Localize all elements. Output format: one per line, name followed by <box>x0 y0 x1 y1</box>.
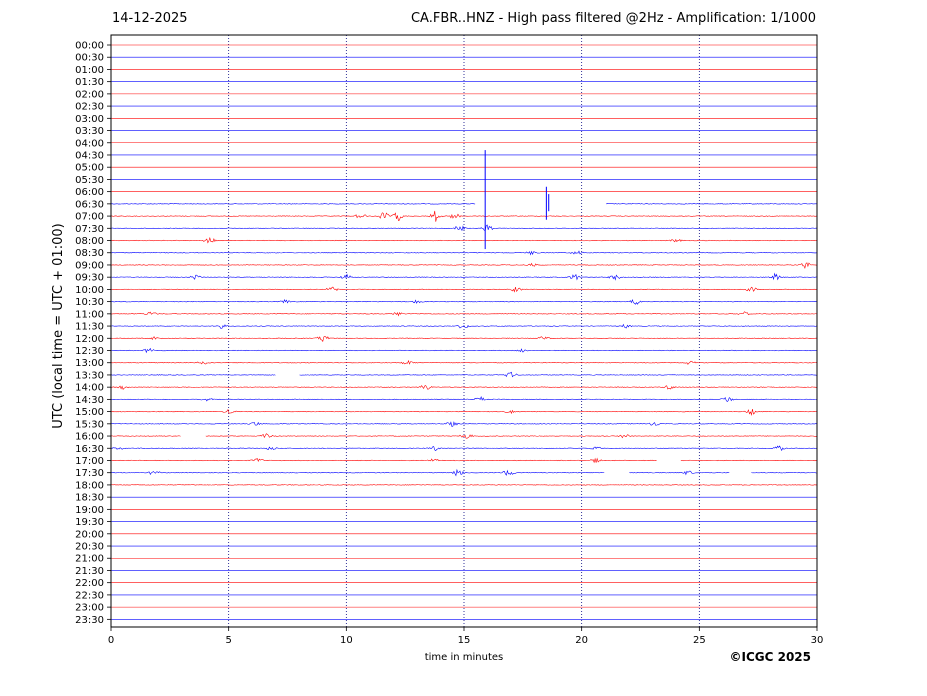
y-tick-label: 02:00 <box>75 89 104 100</box>
trace-row-1030 <box>110 298 818 305</box>
trace-row-1630 <box>110 445 818 452</box>
trace-row-1730 <box>751 472 817 474</box>
y-tick-label: 11:00 <box>75 309 104 320</box>
trace-row-1200 <box>110 336 818 343</box>
y-tick-label: 10:00 <box>75 285 104 296</box>
y-tick-label: 12:00 <box>75 334 104 345</box>
trace-row-0630 <box>110 203 476 205</box>
y-tick-label: 09:30 <box>75 273 104 284</box>
trace-row-1600 <box>110 435 181 437</box>
trace-row-1000 <box>110 286 818 293</box>
y-tick-label: 16:30 <box>75 444 104 455</box>
y-tick-label: 23:30 <box>75 615 104 626</box>
trace-row-0830 <box>110 250 818 256</box>
x-tick-label: 20 <box>575 635 588 646</box>
x-tick-label: 30 <box>811 635 824 646</box>
y-tick-label: 05:30 <box>75 175 104 186</box>
y-tick-label: 06:00 <box>75 187 104 198</box>
y-tick-label: 01:30 <box>75 77 104 88</box>
y-tick-label: 00:30 <box>75 53 104 64</box>
x-tick-label: 10 <box>340 635 353 646</box>
x-tick-label: 0 <box>108 635 114 646</box>
trace-row-0730 <box>110 224 818 232</box>
y-tick-label: 22:30 <box>75 590 104 601</box>
x-tick-label: 5 <box>225 635 231 646</box>
y-tick-label: 17:30 <box>75 468 104 479</box>
trace-row-1300 <box>110 359 818 365</box>
trace-row-0700 <box>110 210 818 222</box>
y-tick-label: 14:00 <box>75 383 104 394</box>
y-tick-label: 08:30 <box>75 248 104 259</box>
y-tick-label: 09:00 <box>75 260 104 271</box>
y-tick-label: 13:30 <box>75 370 104 381</box>
trace-row-0930 <box>110 272 818 281</box>
y-tick-label: 01:00 <box>75 65 104 76</box>
trace-row-1400 <box>110 385 818 390</box>
y-tick-label: 03:00 <box>75 114 104 125</box>
y-tick-label: 07:30 <box>75 224 104 235</box>
trace-row-1700 <box>110 457 657 464</box>
trace-row-1130 <box>110 323 818 329</box>
y-tick-label: 19:00 <box>75 505 104 516</box>
y-tick-label: 15:30 <box>75 419 104 430</box>
trace-row-1700 <box>680 459 817 462</box>
y-tick-label: 23:00 <box>75 603 104 614</box>
y-tick-label: 14:30 <box>75 395 104 406</box>
plot-frame <box>110 34 818 628</box>
trace-row-1100 <box>110 311 818 317</box>
date-label: 14-12-2025 <box>112 11 188 26</box>
x-tick-label: 15 <box>458 635 471 646</box>
y-tick-label: 21:00 <box>75 554 104 565</box>
trace-row-1330 <box>110 374 276 376</box>
y-tick-label: 02:30 <box>75 102 104 113</box>
y-axis-label: UTC (local time = UTC + 01:00) <box>51 223 66 428</box>
y-tick-label: 13:00 <box>75 358 104 369</box>
trace-row-1800 <box>110 484 818 486</box>
y-tick-label: 17:00 <box>75 456 104 467</box>
y-tick-label: 00:00 <box>75 41 104 52</box>
x-axis-label: time in minutes <box>425 652 504 663</box>
trace-row-1500 <box>110 408 818 416</box>
y-tick-label: 18:30 <box>75 493 104 504</box>
y-tick-label: 22:00 <box>75 578 104 589</box>
y-tick-label: 04:30 <box>75 150 104 161</box>
y-tick-label: 15:00 <box>75 407 104 418</box>
trace-row-0800 <box>110 236 818 244</box>
y-tick-label: 16:00 <box>75 432 104 443</box>
trace-row-1430 <box>110 396 818 403</box>
y-tick-label: 06:30 <box>75 199 104 210</box>
trace-row-0900 <box>110 262 818 270</box>
copyright-label: ©ICGC 2025 <box>729 650 811 664</box>
y-tick-label: 05:00 <box>75 163 104 174</box>
y-tick-label: 19:30 <box>75 517 104 528</box>
trace-row-1330 <box>299 371 818 378</box>
trace-row-1600 <box>205 433 818 439</box>
y-tick-label: 20:00 <box>75 529 104 540</box>
trace-row-1530 <box>110 421 818 427</box>
trace-row-1730 <box>629 470 730 476</box>
trace-row-0630 <box>606 203 818 205</box>
trace-row-1730 <box>110 468 605 477</box>
y-tick-label: 20:30 <box>75 542 104 553</box>
x-tick-label: 25 <box>693 635 706 646</box>
y-tick-label: 18:00 <box>75 480 104 491</box>
y-tick-label: 04:00 <box>75 138 104 149</box>
y-tick-label: 11:30 <box>75 322 104 333</box>
y-tick-label: 07:00 <box>75 212 104 223</box>
y-tick-label: 21:30 <box>75 566 104 577</box>
chart-title: CA.FBR..HNZ - High pass filtered @2Hz - … <box>410 11 816 26</box>
y-tick-label: 08:00 <box>75 236 104 247</box>
y-tick-label: 12:30 <box>75 346 104 357</box>
y-tick-label: 10:30 <box>75 297 104 308</box>
trace-row-1230 <box>110 347 818 354</box>
y-tick-label: 03:30 <box>75 126 104 137</box>
